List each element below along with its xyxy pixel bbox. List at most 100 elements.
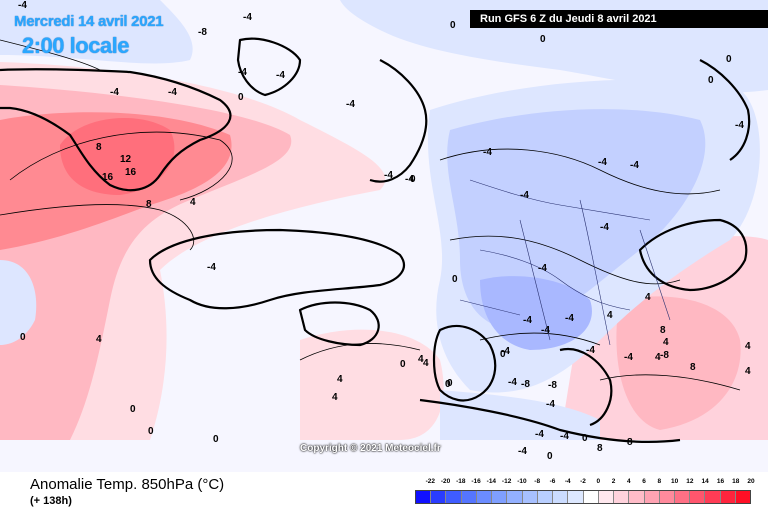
contour-value-label: -4 — [586, 345, 595, 356]
contour-value-label: -4 — [535, 429, 544, 440]
contour-value-label: 8 — [690, 362, 696, 373]
contour-value-label: 0 — [708, 75, 714, 86]
legend-swatch — [629, 491, 645, 503]
border-line — [479, 249, 631, 311]
legend-label: -12 — [501, 478, 512, 485]
legend-color-bar — [415, 490, 751, 504]
contour-value-label: -4 — [518, 446, 527, 457]
cool-anomaly-area-mediterranean — [440, 390, 600, 440]
strongest-warm-core — [60, 118, 175, 195]
forecast-time: 2:00 locale — [22, 33, 130, 58]
color-scale-legend: -22 -20 -18 -16 -14 -12 -10 -8 -6 -4 -2 0 2 4 6 8 10 12 14… — [415, 478, 755, 506]
contour-value-label: -4 — [501, 346, 510, 357]
legend-label: 18 — [732, 478, 740, 485]
contour-value-label: 4 — [745, 341, 751, 352]
legend-swatch — [553, 491, 569, 503]
contour-value-label: 0 — [400, 359, 406, 370]
warm-anomaly-area-iberia — [300, 329, 444, 440]
legend-label: -8 — [534, 478, 541, 485]
contour-value-labels: -4-8-4-40-4-40-4-400-4-4812161684-4-40-4… — [18, 0, 751, 462]
isotherm-line — [439, 148, 721, 195]
coastline-north-africa — [419, 398, 681, 444]
contour-value-label: 0 — [148, 426, 154, 437]
border-line — [579, 199, 611, 346]
legend-label: -22 — [425, 478, 435, 485]
legend-label: 2 — [611, 478, 616, 485]
temperature-anomaly-map: -4-8-4-40-4-40-4-400-4-4812161684-4-40-4… — [0, 0, 768, 462]
legend-label: 6 — [642, 478, 646, 485]
contour-value-label: 12 — [120, 154, 132, 165]
legend-label: -2 — [580, 478, 586, 485]
contour-value-label: 0 — [500, 349, 506, 360]
contour-value-label: 8 — [597, 443, 603, 454]
contour-value-label: -4 — [624, 352, 633, 363]
contour-value-label: 16 — [125, 167, 137, 178]
isotherm-line — [0, 39, 101, 71]
contour-value-label: -4 — [207, 262, 216, 273]
contour-value-label: -8 — [660, 350, 669, 361]
legend-label: -6 — [549, 478, 556, 485]
contour-value-label: 8 — [96, 142, 102, 153]
legend-swatch — [446, 491, 462, 503]
isotherm-line — [449, 235, 681, 285]
contour-value-label: 16 — [102, 172, 114, 183]
contour-value-label: 0 — [20, 332, 26, 343]
legend-label: 0 — [596, 478, 601, 485]
coastline-russia-north — [699, 59, 751, 161]
contour-value-label: 4 — [655, 352, 661, 363]
model-run-banner: Run GFS 6 Z du Jeudi 8 avril 2021 — [470, 10, 768, 28]
contour-value-label: -4 — [600, 222, 609, 233]
border-line — [639, 229, 671, 321]
contour-value-label: 0 — [410, 174, 416, 185]
coastline-iceland-region — [369, 59, 428, 183]
legend-swatch — [644, 491, 660, 503]
anomaly-fields — [0, 0, 768, 440]
legend-label: -4 — [564, 478, 571, 485]
contour-value-label: -8 — [548, 380, 557, 391]
map-title: Anomalie Temp. 850hPa (°C) — [30, 476, 225, 493]
legend-label: 8 — [657, 478, 662, 485]
contour-value-label: -4 — [565, 313, 574, 324]
contour-value-label: 4 — [745, 366, 751, 377]
coastlines — [0, 37, 751, 444]
legend-label: -10 — [517, 478, 527, 485]
contour-value-label: -8 — [198, 27, 207, 38]
contour-value-label: 0 — [582, 433, 588, 444]
legend-swatch — [537, 491, 554, 503]
legend-swatch — [522, 491, 538, 503]
contour-value-label: 0 — [726, 54, 732, 65]
contour-value-label: -4 — [243, 12, 252, 23]
cool-anomaly-area-scandinavia — [447, 109, 706, 330]
contour-value-label: -8 — [521, 379, 530, 390]
legend-swatch — [598, 491, 615, 503]
border-line — [459, 299, 521, 316]
contour-value-label: 4 — [96, 334, 102, 345]
contour-value-label: 0 — [450, 20, 456, 31]
contour-value-label: -4 — [110, 87, 119, 98]
legend-label: -14 — [486, 478, 497, 485]
contour-value-label: -4 — [238, 67, 247, 78]
contour-value-label: -4 — [523, 315, 532, 326]
contour-value-label: 4 — [423, 358, 429, 369]
isotherm-line — [299, 343, 421, 361]
contour-value-label: 0 — [540, 34, 546, 45]
contour-value-label: -4 — [630, 160, 639, 171]
contour-value-label: 4 — [332, 392, 338, 403]
legend-swatch — [674, 491, 691, 503]
legend-label: 12 — [686, 478, 694, 485]
contour-value-label: -4 — [520, 190, 529, 201]
contour-value-label: 4 — [645, 292, 651, 303]
legend-label: 4 — [627, 478, 631, 485]
legend-swatch — [705, 491, 721, 503]
border-line — [519, 219, 551, 341]
contour-value-label: 4 — [607, 310, 613, 321]
legend-swatch — [416, 491, 432, 503]
forecast-lead-time: (+ 138h) — [30, 495, 72, 507]
contour-value-label: -4 — [508, 377, 517, 388]
contour-value-label: -4 — [598, 157, 607, 168]
legend-label: 10 — [671, 478, 679, 485]
contour-value-label: 0 — [547, 451, 553, 462]
legend-swatch — [614, 491, 630, 503]
contour-value-label: 0 — [130, 404, 136, 415]
legend-label: 16 — [716, 478, 725, 485]
